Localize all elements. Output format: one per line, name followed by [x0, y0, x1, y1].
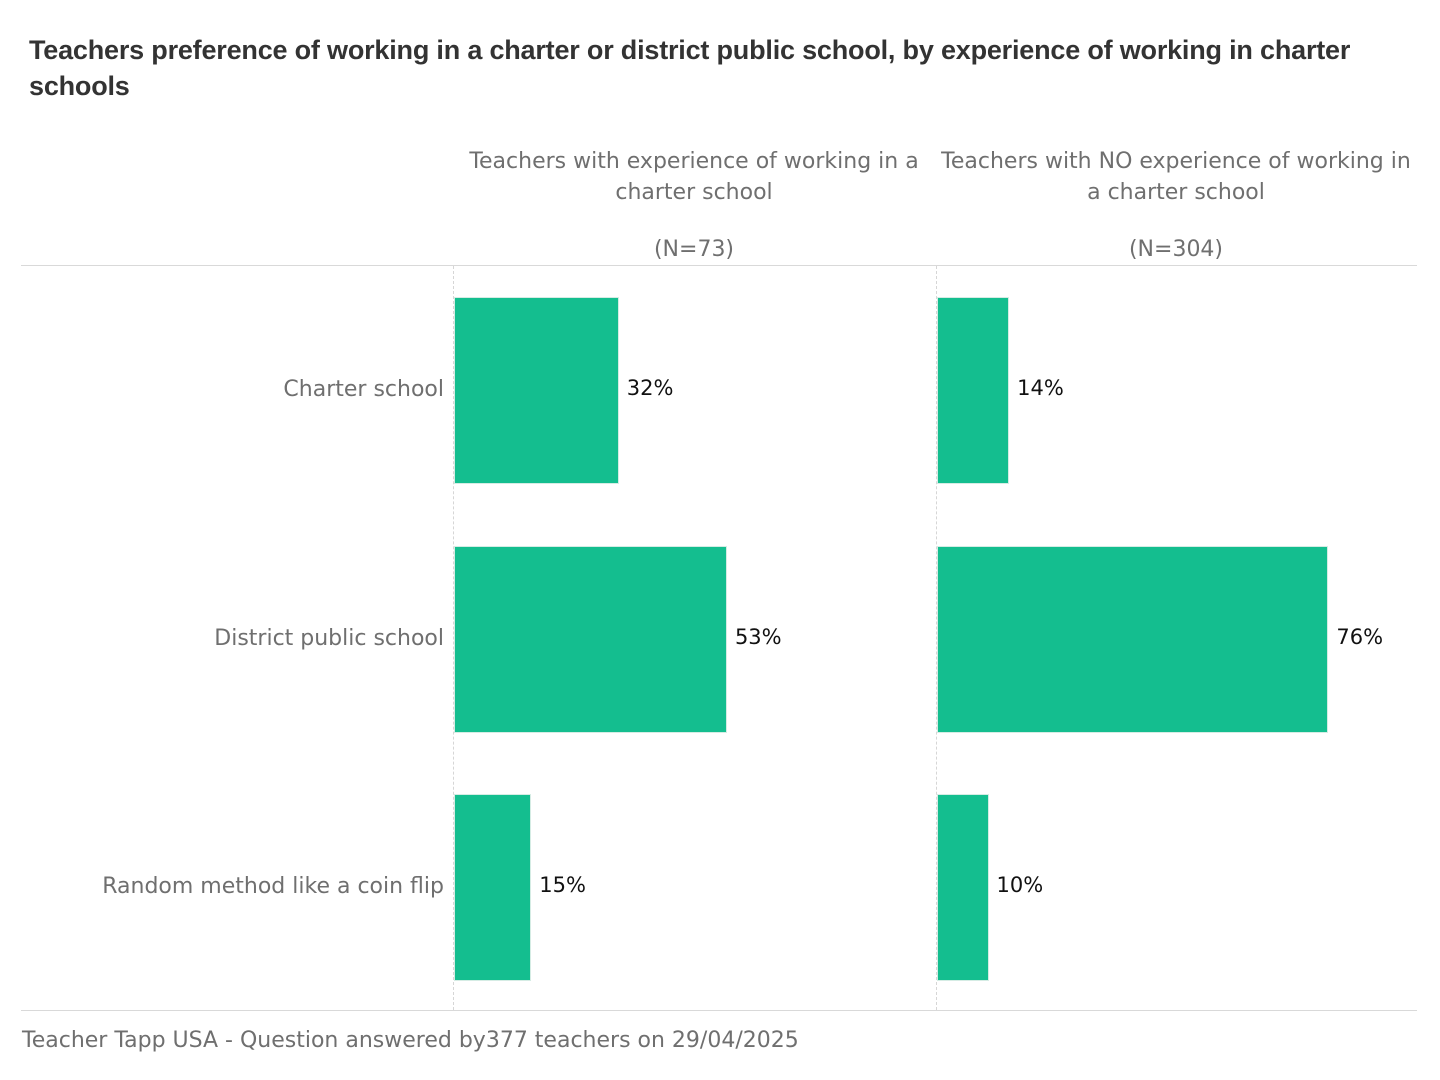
category-label: Random method like a coin flip: [102, 873, 444, 899]
panel-axis-line-no-experience: [936, 266, 937, 1010]
category-label: Charter school: [283, 376, 444, 402]
bar: [454, 297, 619, 484]
footer-note: Teacher Tapp USA - Question answered by3…: [22, 1028, 799, 1053]
value-label: 76%: [1336, 624, 1384, 649]
bar: [454, 546, 727, 733]
panel-n-experienced: (N=73): [653, 237, 735, 262]
value-label: 14%: [1017, 375, 1064, 400]
value-label: 53%: [734, 624, 782, 649]
value-label: 10%: [996, 872, 1044, 897]
panel-title-no-experience: Teachers with NO experience of working i…: [941, 149, 1411, 205]
panel-title-experienced: Teachers with experience of working in a…: [469, 149, 919, 205]
bar: [937, 546, 1329, 733]
panel-n-no-experience: (N=304): [1128, 237, 1224, 262]
bar: [937, 297, 1010, 484]
footer-divider: [21, 1010, 1417, 1011]
value-label: 32%: [626, 375, 674, 400]
panel-header-no-experience: Teachers with NO experience of working i…: [936, 146, 1416, 265]
value-label: 15%: [539, 872, 586, 897]
panel-header-experienced: Teachers with experience of working in a…: [454, 146, 934, 265]
panel-axis-line-experienced: [453, 266, 454, 1010]
bar: [937, 794, 989, 981]
category-label: District public school: [214, 625, 444, 651]
header-divider: [21, 265, 1417, 266]
bar: [454, 794, 532, 981]
chart-title: Teachers preference of working in a char…: [29, 35, 1351, 101]
